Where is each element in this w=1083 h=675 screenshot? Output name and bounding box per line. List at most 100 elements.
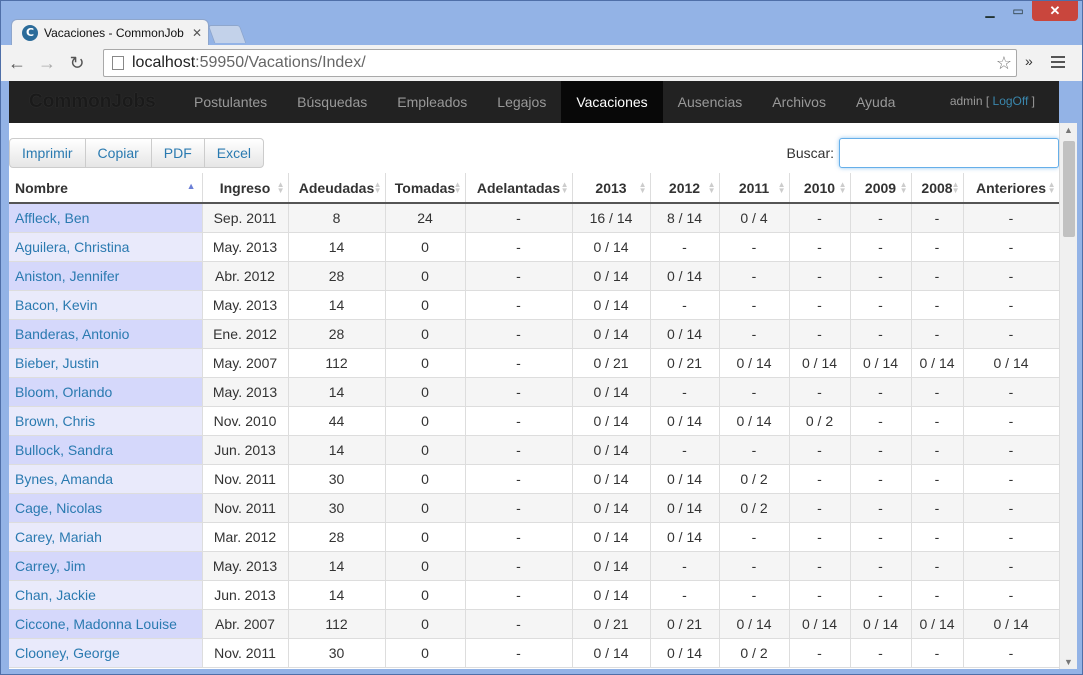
reload-icon[interactable]: ↻ (69, 52, 85, 73)
employee-name-link[interactable]: Carey, Mariah (9, 522, 203, 552)
new-tab-button[interactable] (207, 25, 247, 43)
brand-logo[interactable]: CommonJobs (29, 91, 156, 112)
page-scrollbar[interactable]: ▲ ▼ (1059, 123, 1077, 669)
table-cell: 0 / 14 (572, 319, 651, 349)
column-header[interactable]: Anteriores ▲ ▼ (963, 173, 1059, 204)
table-cell: 0 (385, 261, 466, 291)
table-cell: Sep. 2011 (202, 203, 289, 233)
table-cell: - (789, 638, 851, 668)
employee-name-link[interactable]: Bynes, Amanda (9, 464, 203, 494)
logoff-link[interactable]: LogOff (992, 94, 1029, 108)
back-arrow-icon[interactable]: ← (8, 52, 26, 73)
table-cell: 0 / 14 (650, 406, 720, 436)
table-cell: - (465, 319, 573, 349)
table-cell: - (911, 435, 964, 465)
table-cell: 0 / 14 (650, 522, 720, 552)
nav-item-archivos[interactable]: Archivos (772, 94, 826, 110)
table-cell: - (719, 551, 790, 581)
table-cell: 0 / 14 (650, 493, 720, 523)
table-cell: 14 (288, 580, 386, 610)
print-button[interactable]: Imprimir (9, 138, 86, 168)
table-cell: - (465, 377, 573, 407)
column-header[interactable]: 2012 ▲ ▼ (650, 173, 720, 204)
table-cell: 0 (385, 580, 466, 610)
scroll-up-icon[interactable]: ▲ (1064, 125, 1073, 135)
column-header[interactable]: 2010 ▲ ▼ (789, 173, 851, 204)
column-header-label: Nombre (15, 179, 68, 196)
excel-button[interactable]: Excel (203, 138, 265, 168)
scroll-down-icon[interactable]: ▼ (1064, 657, 1073, 667)
employee-name-link[interactable]: Banderas, Antonio (9, 319, 203, 349)
column-header-label: 2012 (668, 179, 701, 196)
table-cell: 0 (385, 522, 466, 552)
minimize-icon[interactable]: ▁ (985, 4, 995, 18)
browser-tab[interactable]: C Vacaciones - CommonJobs ✕ (11, 19, 209, 45)
nav-item-ayuda[interactable]: Ayuda (855, 94, 896, 110)
table-cell: May. 2013 (202, 232, 289, 262)
column-header[interactable]: 2009 ▲ ▼ (850, 173, 912, 204)
table-cell: 14 (288, 232, 386, 262)
employee-name-link[interactable]: Bieber, Justin (9, 348, 203, 378)
employee-name-link[interactable]: Bacon, Kevin (9, 290, 203, 320)
column-header[interactable]: 2008 ▲ ▼ (911, 173, 964, 204)
forward-arrow-icon[interactable]: → (38, 52, 56, 73)
table-cell: Mar. 2012 (202, 522, 289, 552)
table-cell: - (465, 232, 573, 262)
employee-name-link[interactable]: Carrey, Jim (9, 551, 203, 581)
table-cell: 0 / 21 (650, 609, 720, 639)
column-header[interactable]: Tomadas ▲ ▼ (385, 173, 466, 204)
nav-item-postulantes[interactable]: Postulantes (194, 94, 268, 110)
employee-name-link[interactable]: Brown, Chris (9, 406, 203, 436)
table-cell: May. 2013 (202, 377, 289, 407)
table-cell: 0 / 14 (789, 609, 851, 639)
column-header[interactable]: Ingreso ▲ ▼ (202, 173, 289, 204)
table-cell: - (719, 435, 790, 465)
employee-name-link[interactable]: Aniston, Jennifer (9, 261, 203, 291)
window-controls: ▁ ▭ ✕ (976, 1, 1078, 21)
table-cell: - (850, 406, 912, 436)
nav-item-busquedas[interactable]: Búsquedas (297, 94, 368, 110)
table-cell: - (719, 377, 790, 407)
maximize-icon[interactable]: ▭ (1012, 4, 1024, 18)
nav-item-legajos[interactable]: Legajos (497, 94, 547, 110)
extensions-chevron-icon[interactable]: » (1025, 53, 1033, 69)
pdf-button[interactable]: PDF (150, 138, 205, 168)
table-cell: - (963, 464, 1059, 494)
employee-name-link[interactable]: Bloom, Orlando (9, 377, 203, 407)
nav-item-ausencias[interactable]: Ausencias (677, 94, 743, 110)
tab-title: Vacaciones - CommonJobs (44, 25, 184, 40)
nav-item-vacaciones[interactable]: Vacaciones (561, 81, 663, 123)
search-input[interactable] (839, 138, 1059, 168)
address-bar[interactable]: localhost:59950/Vacations/Index/ ☆ (103, 49, 1017, 77)
employee-name-link[interactable]: Bullock, Sandra (9, 435, 203, 465)
table-cell: 0 / 14 (572, 638, 651, 668)
employee-name-link[interactable]: Ciccone, Madonna Louise (9, 609, 203, 639)
table-cell: 112 (288, 348, 386, 378)
employee-name-link[interactable]: Aguilera, Christina (9, 232, 203, 262)
nav-item-empleados[interactable]: Empleados (397, 94, 468, 110)
column-header[interactable]: Adeudadas ▲ ▼ (288, 173, 386, 204)
close-window-icon[interactable]: ✕ (1032, 1, 1078, 21)
column-header[interactable]: Adelantadas ▲ ▼ (465, 173, 573, 204)
column-header[interactable]: 2013 ▲ ▼ (572, 173, 651, 204)
table-row: Banderas, Antonio Ene. 2012 28 0-0 / 14 0 / … (9, 319, 1059, 349)
tab-close-icon[interactable]: ✕ (192, 25, 203, 40)
sort-icon: ▲ ▼ (899, 180, 908, 195)
browser-menu-icon[interactable] (1047, 51, 1069, 73)
employee-name-link[interactable]: Affleck, Ben (9, 203, 203, 233)
employee-name-link[interactable]: Clooney, George (9, 638, 203, 668)
bookmark-star-icon[interactable]: ☆ (995, 53, 1012, 73)
table-cell: 14 (288, 435, 386, 465)
table-cell: - (465, 493, 573, 523)
column-header[interactable]: Nombre ▲ (9, 173, 203, 204)
employee-name-link[interactable]: Chan, Jackie (9, 580, 203, 610)
table-cell: 0 (385, 493, 466, 523)
employee-name-link[interactable]: Cage, Nicolas (9, 493, 203, 523)
table-cell: - (719, 290, 790, 320)
copy-button[interactable]: Copiar (84, 138, 152, 168)
table-cell: Abr. 2007 (202, 609, 289, 639)
scroll-thumb[interactable] (1063, 141, 1075, 237)
column-header[interactable]: 2011 ▲ ▼ (719, 173, 790, 204)
table-cell: - (963, 377, 1059, 407)
table-cell: - (963, 522, 1059, 552)
